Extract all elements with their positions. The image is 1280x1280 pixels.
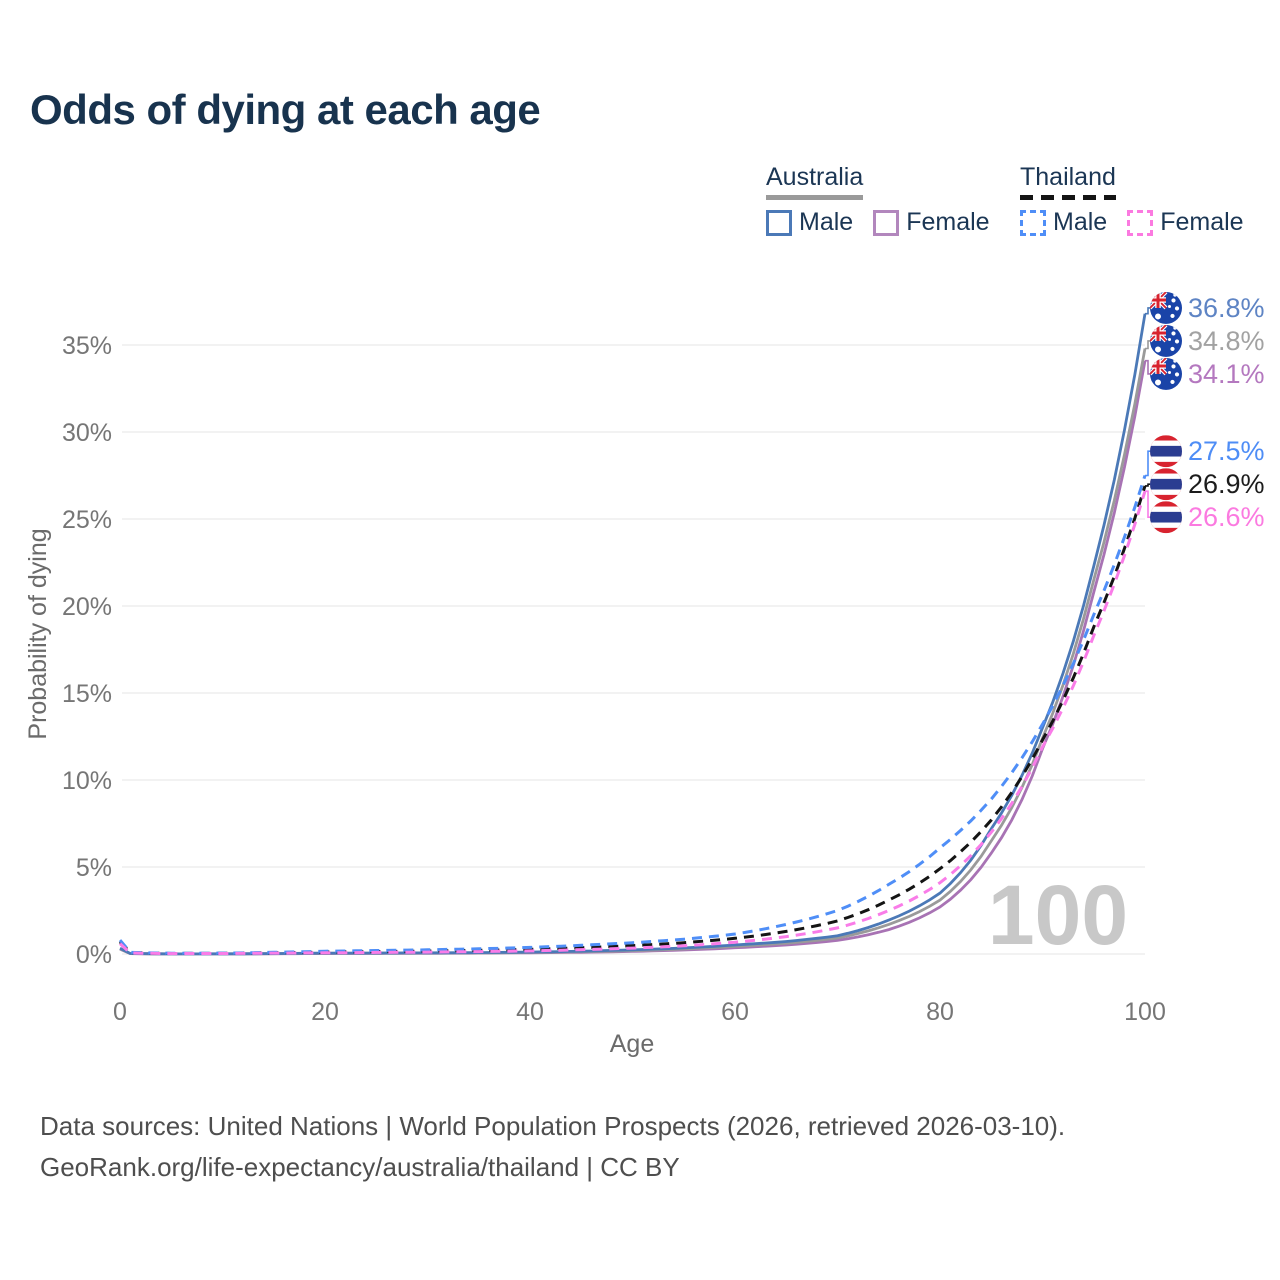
legend-item-australia-male[interactable]: Male [766,208,853,237]
y-tick-label: 30% [62,419,112,447]
y-tick-label: 10% [62,767,112,795]
label-connector [1145,490,1151,518]
x-tick-label: 0 [113,998,127,1026]
legend-swatch-thailand-female-icon[interactable] [1127,209,1154,236]
legend-group-thailand: Thailand Male Female [1020,163,1244,237]
legend-group-australia: Australia Male Female [766,163,990,237]
footer: Data sources: United Nations | World Pop… [40,1106,1065,1188]
y-tick-label: 0% [76,941,112,969]
y-tick-label: 5% [76,854,112,882]
legend-country-label: Thailand [1020,163,1116,191]
legend-item-thailand-female[interactable]: Female [1127,208,1244,237]
series-lines [118,313,1147,956]
legend-items-thailand: Male Female [1020,208,1244,237]
y-tick-label: 35% [62,332,112,360]
label-connector [1145,307,1151,315]
end-label-value: 26.9% [1188,469,1265,499]
x-tick-label: 80 [926,998,954,1026]
thailand-flag-icon [1150,501,1182,534]
label-connector [1145,450,1151,477]
label-connector [1145,483,1151,487]
legend-swatch-australia-male-icon[interactable] [766,209,792,236]
y-tick-label: 15% [62,680,112,708]
x-tick-label: 100 [1124,998,1166,1026]
line-chart: 0% 5% 10% 15% 20% 25% 30% 35% Probability of dyi… [24,291,1265,1058]
series-line-australia-both-sexes [119,348,1147,956]
y-axis-title: Probability of dying [24,528,52,739]
y-axis: 0% 5% 10% 15% 20% 25% 30% 35% Probability of dyi… [24,332,112,969]
label-connector [1145,359,1151,375]
y-tick-label: 20% [62,593,112,621]
y-tick-label: 25% [62,506,112,534]
end-label-value: 34.1% [1188,359,1265,389]
legend-item-label: Female [906,208,990,236]
x-tick-label: 20 [311,998,339,1026]
data-sources-text: Data sources: United Nations | World Pop… [40,1111,1066,1141]
legend-swatch-thailand-male-icon[interactable] [1020,209,1046,236]
australia-flag-icon [1150,357,1182,390]
attribution-link[interactable]: GeoRank.org/life-expectancy/australia/th… [40,1152,680,1182]
x-axis-title: Age [610,1030,654,1058]
age-watermark: 100 [988,868,1128,962]
legend-items-australia: Male Female [766,208,990,237]
legend-swatch-australia-female-icon[interactable] [873,209,900,236]
legend-item-label: Male [1053,208,1108,236]
series-line-australia-female [119,360,1147,956]
legend-country-label: Australia [766,163,864,191]
page-title: Odds of dying at each age [30,86,541,133]
series-line-thailand-female [118,490,1147,956]
legend-item-label: Female [1160,208,1244,236]
end-label-value: 26.6% [1188,502,1265,532]
australia-flag-icon [1150,324,1182,357]
thailand-flag-icon [1150,468,1182,501]
x-axis: 0 20 40 60 80 100 Age [113,998,1166,1058]
australia-flag-icon [1150,291,1182,324]
x-tick-label: 60 [721,998,749,1026]
end-labels: 36.8%34.8%34.1% 27.5%26.9%26.6% [1145,291,1265,534]
x-tick-label: 40 [516,998,544,1026]
end-label-value: 34.8% [1188,326,1265,356]
legend-dashed-line-sample [1020,195,1116,200]
legend-country-australia[interactable]: Australia [766,163,864,200]
series-line-australia-male [119,313,1147,956]
end-label-value: 27.5% [1188,436,1265,466]
legend-item-thailand-male[interactable]: Male [1020,208,1107,237]
legend-solid-line-sample [766,195,864,200]
end-label-value: 36.8% [1188,293,1265,323]
gridlines [122,344,1145,955]
label-connector [1145,340,1151,350]
legend-item-label: Male [799,208,854,236]
thailand-flag-icon [1150,435,1182,468]
legend-country-thailand[interactable]: Thailand [1020,163,1116,200]
legend-item-australia-female[interactable]: Female [873,208,990,237]
